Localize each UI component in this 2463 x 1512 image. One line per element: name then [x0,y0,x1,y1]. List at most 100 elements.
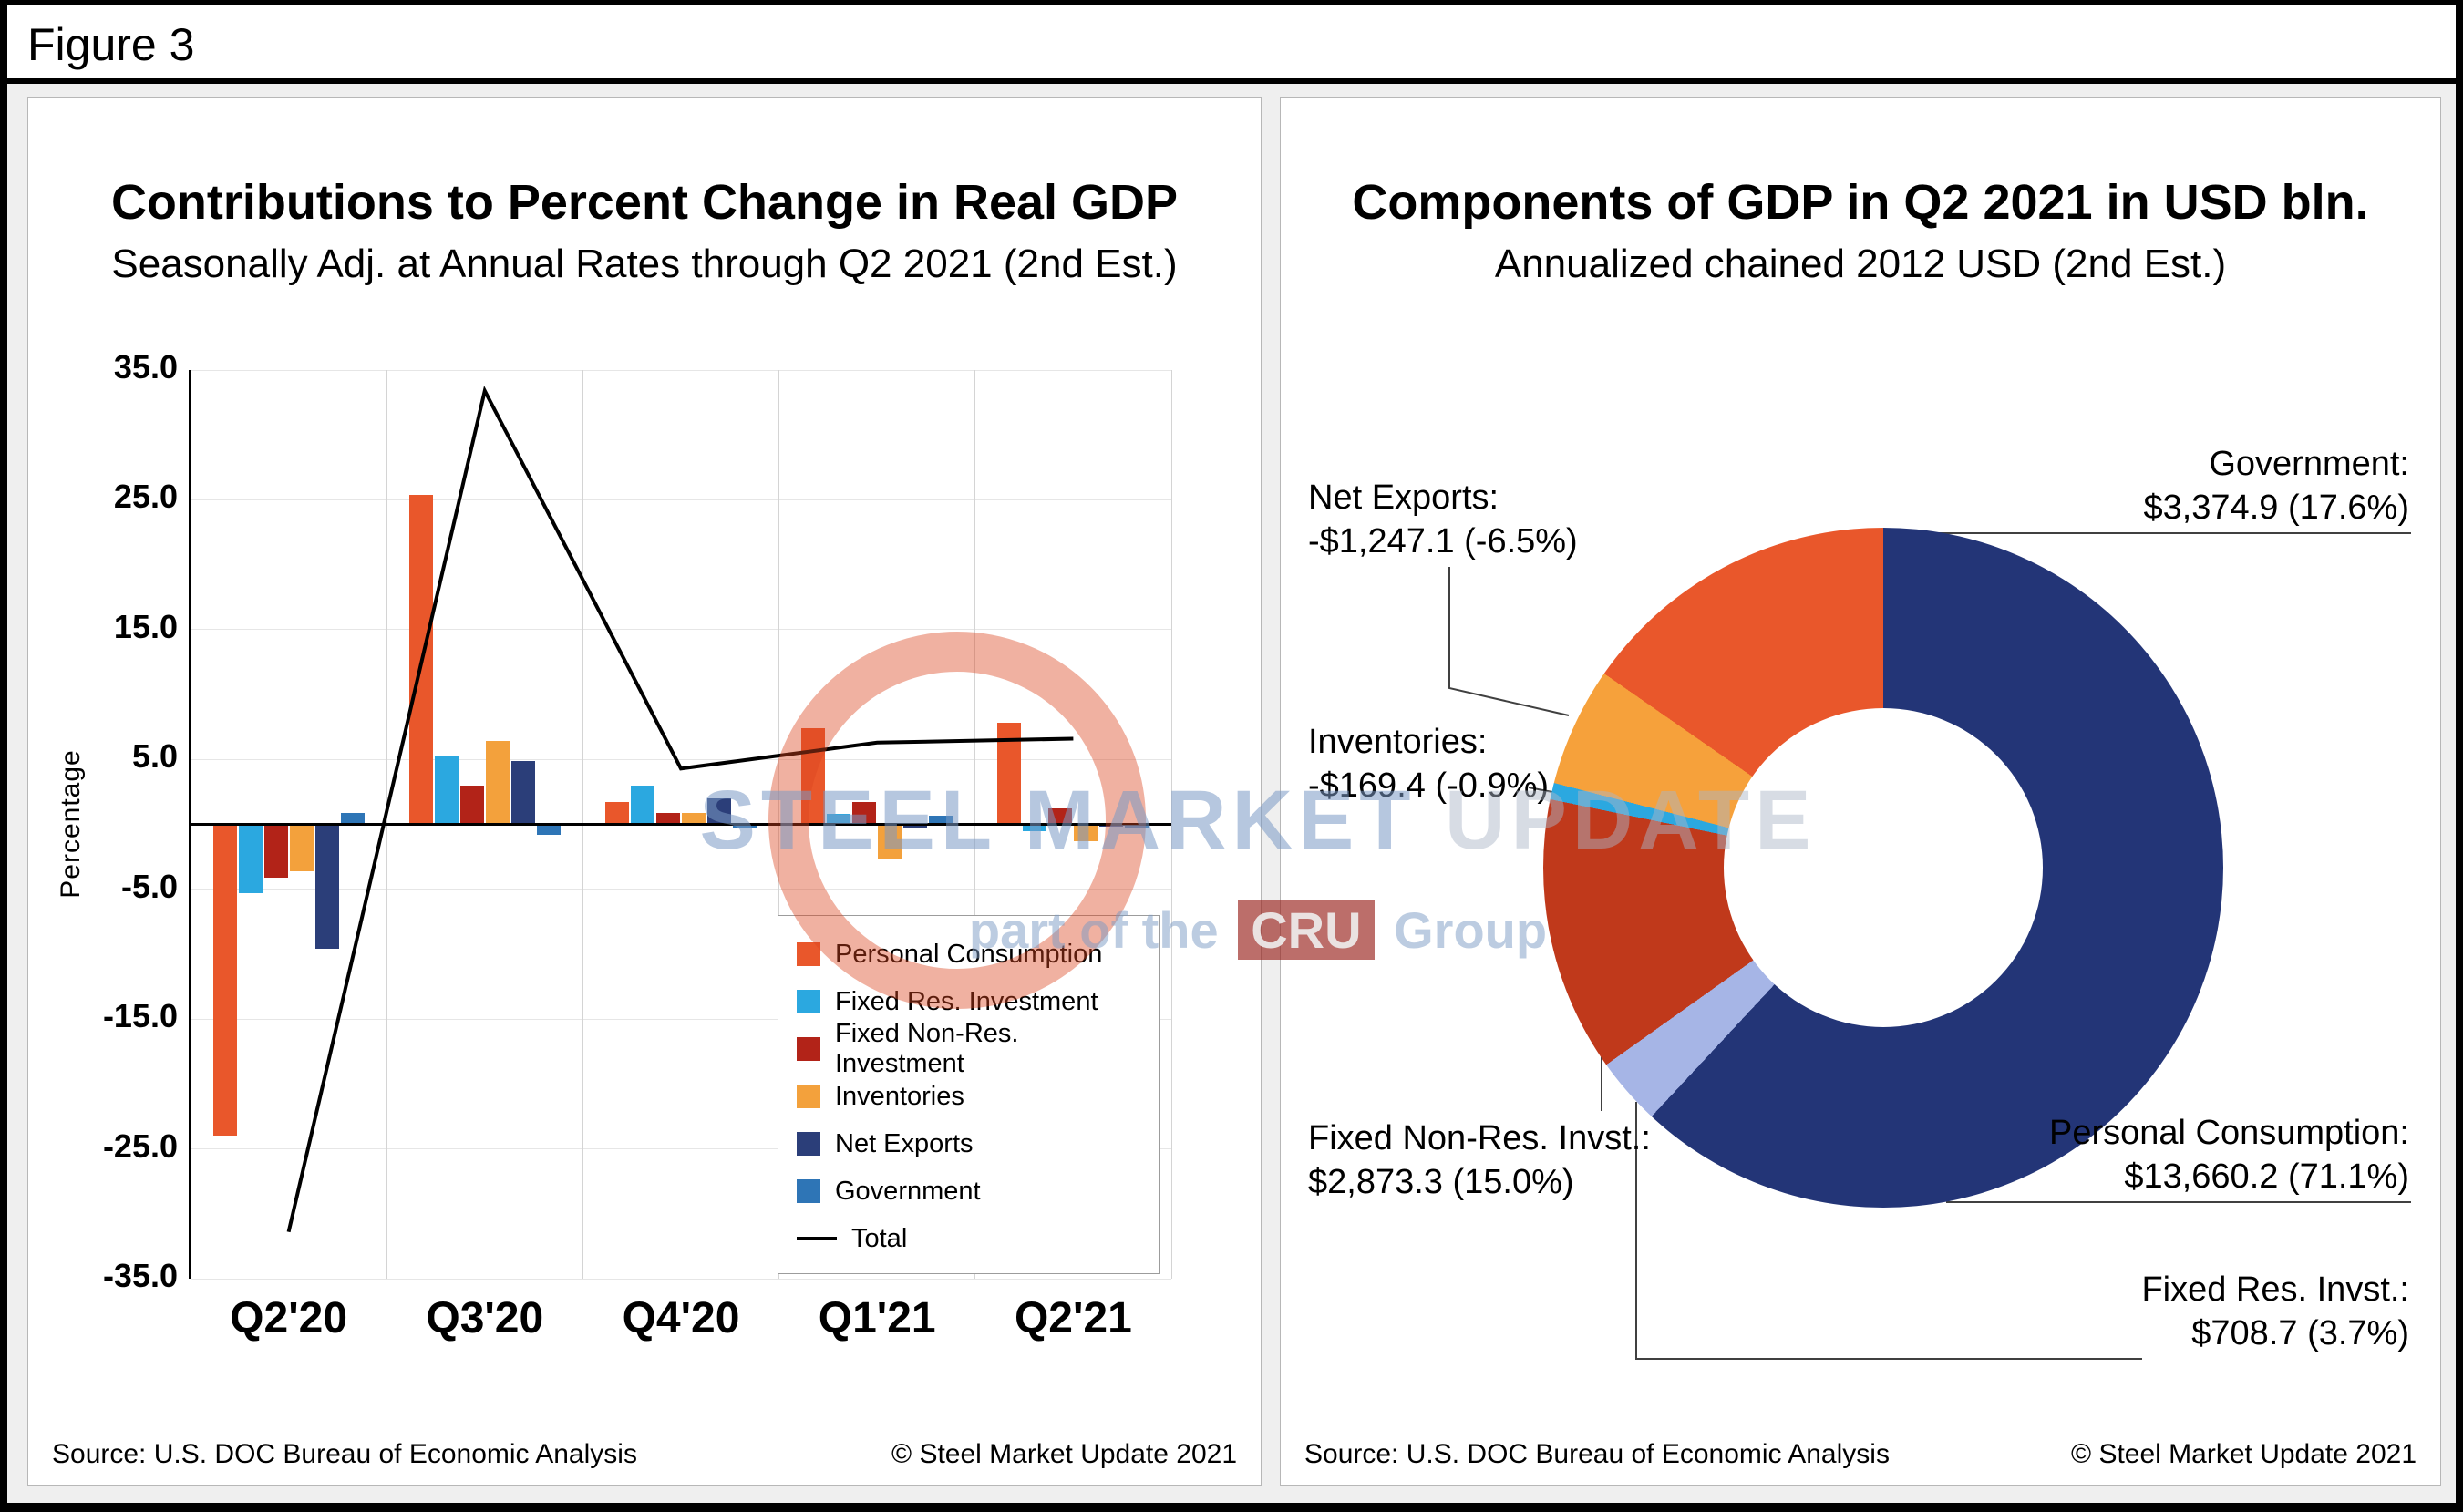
x-axis-zero-line [191,823,1171,826]
gridline-h [191,1018,1171,1020]
callout-fixed-nonres: Fixed Non-Res. Invst.: $2,873.3 (15.0%) [1308,1116,1651,1204]
callout-inventories-name: Inventories: [1308,723,1488,761]
callout-net-exports-value: -$1,247.1 (-6.5%) [1308,522,1578,561]
y-tick-label: 25.0 [113,478,178,516]
legend-item: Fixed Res. Investment [797,978,1152,1025]
legend-item: Personal Consumption [797,931,1152,978]
bar-chart-title: Contributions to Percent Change in Real … [110,175,1179,230]
bar-government-Q220 [340,812,365,825]
bar-net-exports-Q420 [707,798,731,825]
callout-fixed-res-name: Fixed Res. Invst.: [2141,1270,2409,1309]
gridline-h [191,499,1171,500]
gdp-donut [1543,528,2223,1208]
y-tick-label: -25.0 [102,1126,178,1165]
gridline-h [191,889,1171,890]
total-line [286,386,1074,1233]
legend-item: Net Exports [797,1120,1152,1167]
callout-inventories: Inventories: -$169.4 (-0.9%) [1308,720,1549,807]
y-axis-line [189,370,191,1279]
legend-color-swatch [797,1179,820,1203]
figure-header: Figure 3 [7,5,2456,84]
bar-fixed-non-res-investment-Q121 [852,802,877,825]
bar-inventories-Q220 [289,824,314,871]
figure-body: Contributions to Percent Change in Real … [7,84,2456,1503]
y-tick-label: -5.0 [120,867,178,905]
bar-fixed-non-res-investment-Q221 [1048,808,1073,825]
legend-color-swatch [797,1085,820,1108]
gridline-h [191,758,1171,760]
bar-fixed-res-investment-Q220 [238,824,263,893]
gdp-bar-plot [189,369,1172,1280]
legend-label: Government [835,1176,981,1206]
legend-item: Inventories [797,1073,1152,1120]
leader-inventories [1528,787,1553,793]
gridline-h [191,629,1171,631]
bar-inventories-Q420 [682,812,706,825]
bar-net-exports-Q320 [510,760,535,825]
gridline-h [191,1278,1171,1280]
donut-hole [1724,708,2043,1027]
bar-fixed-non-res-investment-Q220 [263,824,288,878]
bar-fixed-res-investment-Q320 [434,756,459,825]
callout-fixed-res-value: $708.7 (3.7%) [2191,1314,2409,1353]
legend-line-swatch [797,1237,837,1240]
bar-fixed-res-investment-Q221 [1023,824,1047,831]
bar-fixed-res-investment-Q420 [631,785,654,825]
x-tick-label: Q2'20 [230,1294,348,1342]
legend-label: Fixed Non-Res. Investment [835,1019,1019,1078]
donut-chart-subtitle: Annualized chained 2012 USD (2nd Est.) [1494,242,2227,286]
callout-personal-consumption: Personal Consumption: $13,660.2 (71.1%) [2049,1111,2409,1198]
bar-chart-panel: Contributions to Percent Change in Real … [27,97,1262,1486]
legend-label: Personal Consumption [835,939,1103,969]
bar-legend: Personal Consumption Fixed Res. Investmen… [778,915,1160,1274]
legend-label: Total [851,1223,908,1253]
y-tick-label: 5.0 [131,737,178,776]
donut-chart-copyright: © Steel Market Update 2021 [2071,1439,2417,1469]
callout-fixed-nonres-value: $2,873.3 (15.0%) [1308,1163,1574,1201]
legend-label: Net Exports [835,1128,974,1158]
gridline-v [1170,370,1172,1279]
legend-color-swatch [797,1037,820,1061]
bar-government-Q121 [929,815,953,825]
callout-inventories-value: -$169.4 (-0.9%) [1308,766,1550,805]
callout-personal-consumption-value: $13,660.2 (71.1%) [2124,1157,2409,1196]
legend-label: Inventories [835,1081,964,1111]
bar-net-exports-Q220 [314,824,339,950]
x-tick-label: Q1'21 [818,1294,936,1342]
leader-fixed-res [1635,1102,2142,1360]
x-tick-label: Q4'20 [622,1294,740,1342]
bar-government-Q221 [1125,824,1149,828]
total-line-series [286,386,1074,1233]
bar-inventories-Q221 [1074,824,1098,842]
legend-item: Fixed Non-Res. Investment [797,1019,1152,1078]
callout-fixed-res: Fixed Res. Invst.: $708.7 (3.7%) [2141,1268,2409,1355]
bar-net-exports-Q121 [903,824,928,828]
bar-fixed-res-investment-Q121 [827,814,851,825]
bar-personal-consumption-Q420 [605,802,629,825]
legend-item: Government [797,1167,1152,1215]
bar-chart-subtitle: Seasonally Adj. at Annual Rates through … [111,242,1178,286]
callout-government-value: $3,374.9 (17.6%) [2143,489,2409,527]
x-tick-label: Q2'21 [1014,1294,1132,1342]
bar-fixed-non-res-investment-Q320 [459,785,484,825]
figure-title: Figure 3 [27,19,195,70]
bar-government-Q420 [733,824,757,828]
bar-chart-source: Source: U.S. DOC Bureau of Economic Anal… [52,1439,637,1469]
gridline-h [191,1148,1171,1150]
legend-color-swatch [797,1132,820,1156]
gridline-h [191,369,1171,371]
legend-color-swatch [797,990,820,1013]
x-tick-label: Q3'20 [426,1294,544,1342]
callout-government: Government: $3,374.9 (17.6%) [2143,442,2409,530]
donut-chart-source: Source: U.S. DOC Bureau of Economic Anal… [1304,1439,1890,1469]
bar-inventories-Q320 [485,741,510,825]
bar-chart-copyright: © Steel Market Update 2021 [891,1439,1237,1469]
legend-item: Total [797,1215,1152,1262]
y-tick-label: 15.0 [113,607,178,645]
bar-government-Q320 [536,824,561,835]
legend-label: Fixed Res. Investment [835,986,1098,1016]
bar-fixed-non-res-investment-Q420 [656,812,680,825]
bar-inventories-Q121 [878,824,902,859]
bar-personal-consumption-Q220 [212,824,237,1137]
